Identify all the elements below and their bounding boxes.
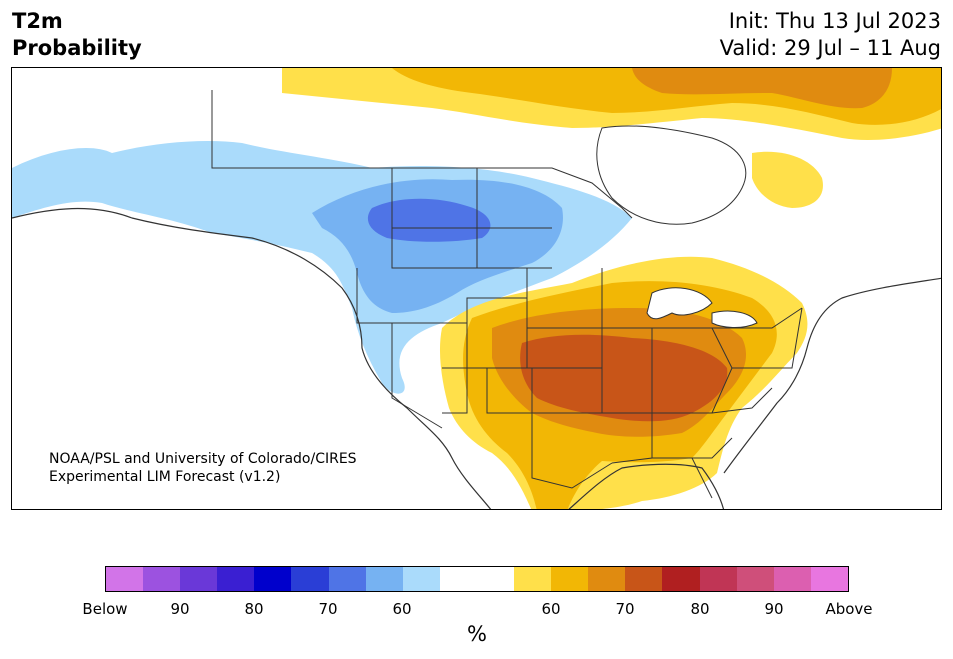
title-line-2: Probability xyxy=(12,36,142,60)
above-60-quebec xyxy=(752,151,823,208)
title-line-1: T2m xyxy=(12,9,63,33)
colorbar-segment xyxy=(291,567,329,591)
colorbar-segment xyxy=(365,567,403,591)
map-svg xyxy=(12,68,941,509)
above-70-north xyxy=(632,68,892,109)
colorbar-segment xyxy=(551,567,589,591)
colorbar-segment xyxy=(699,567,737,591)
credit-line-1: NOAA/PSL and University of Colorado/CIRE… xyxy=(49,451,357,467)
colorbar-tick-label: 60 xyxy=(392,600,412,618)
colorbar-segment xyxy=(588,567,626,591)
above-75-region xyxy=(520,334,728,422)
political-borders xyxy=(211,90,803,499)
colorbar-tick-label: 80 xyxy=(244,600,264,618)
colorbar-segment xyxy=(773,567,811,591)
colorbar-segment xyxy=(439,567,477,591)
coastline xyxy=(12,207,941,509)
colorbar-segment xyxy=(625,567,663,591)
colorbar-tick-label: 80 xyxy=(690,600,710,618)
hudson-bay xyxy=(596,125,747,225)
colorbar-segment xyxy=(106,567,144,591)
colorbar-tick-label: 70 xyxy=(318,600,338,618)
colorbar xyxy=(105,566,849,592)
forecast-dates: Init: Thu 13 Jul 2023 Valid: 29 Jul – 11… xyxy=(720,8,941,62)
colorbar-unit: % xyxy=(467,622,487,646)
credit-text: NOAA/PSL and University of Colorado/CIRE… xyxy=(49,450,357,486)
colorbar-segment xyxy=(662,567,700,591)
credit-line-2: Experimental LIM Forecast (v1.2) xyxy=(49,469,281,485)
colorbar-segment xyxy=(402,567,440,591)
below-80-region xyxy=(367,198,491,242)
colorbar-tick-label: 90 xyxy=(170,600,190,618)
colorbar-segment xyxy=(143,567,181,591)
colorbar-segment xyxy=(736,567,774,591)
great-lakes xyxy=(646,287,758,328)
colorbar-tick-label: 70 xyxy=(615,600,635,618)
colorbar-segment xyxy=(476,567,515,591)
colorbar-tick-label: 60 xyxy=(541,600,561,618)
colorbar-segment xyxy=(217,567,255,591)
map-title: T2m Probability xyxy=(12,8,142,62)
init-date: Init: Thu 13 Jul 2023 xyxy=(728,9,941,33)
map-panel xyxy=(11,67,942,510)
colorbar-tick-label: Below xyxy=(82,600,128,618)
colorbar-segment xyxy=(180,567,218,591)
colorbar-tick-label: 90 xyxy=(764,600,784,618)
colorbar-segment xyxy=(514,567,552,591)
valid-date: Valid: 29 Jul – 11 Aug xyxy=(719,36,941,60)
colorbar-segment xyxy=(328,567,366,591)
colorbar-tick-label: Above xyxy=(825,600,873,618)
colorbar-segment xyxy=(254,567,292,591)
colorbar-segment xyxy=(810,567,848,591)
